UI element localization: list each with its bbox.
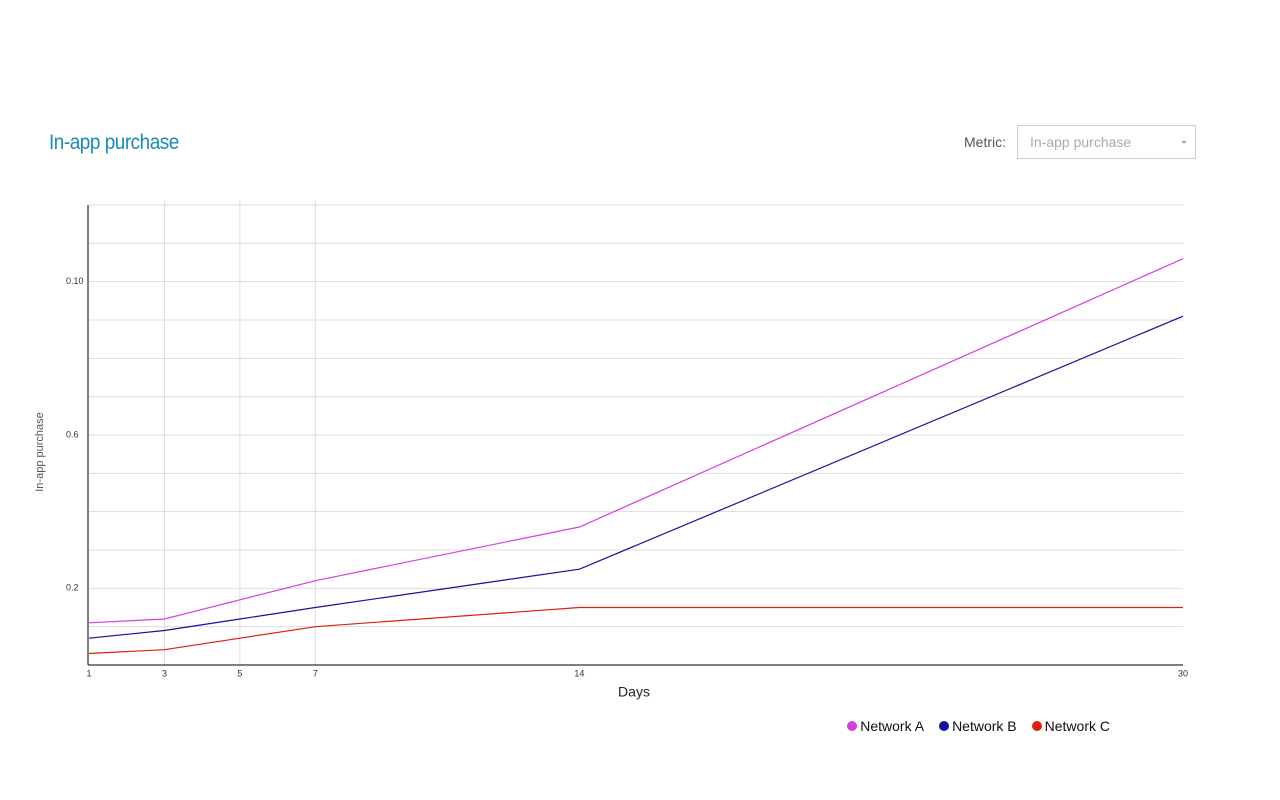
x-tick-label: 14 [574,668,584,678]
x-tick-label: 3 [162,668,167,678]
legend-swatch [939,721,950,731]
series-line [88,258,1184,624]
legend-item[interactable]: Network B [939,718,1017,734]
legend: Network A Network B Network C [847,718,1110,734]
legend-item[interactable]: Network A [847,718,924,734]
y-tick-label: 0.6 [66,429,79,439]
x-tick-label: 1 [86,668,91,678]
legend-label: Network B [952,718,1017,734]
x-axis-label: Days [618,684,650,700]
x-tick-label: 7 [313,668,318,678]
legend-label: Network C [1044,718,1110,734]
series-line [88,606,1183,655]
legend-item[interactable]: Network C [1031,718,1110,734]
legend-swatch [1031,721,1042,731]
legend-swatch [847,721,858,731]
x-tick-label: 30 [1178,668,1188,678]
y-axis-label: In-app purchase [34,412,46,492]
metric-dropdown[interactable]: In-app purchase [1017,125,1196,159]
series-line [88,315,1184,639]
metric-label: Metric: [964,134,1006,150]
page-title: In-app purchase [49,131,179,154]
x-tick-label: 5 [237,668,242,678]
legend-label: Network A [860,718,925,734]
y-tick-label: 0.10 [66,276,84,286]
y-tick-label: 0.2 [66,583,79,593]
